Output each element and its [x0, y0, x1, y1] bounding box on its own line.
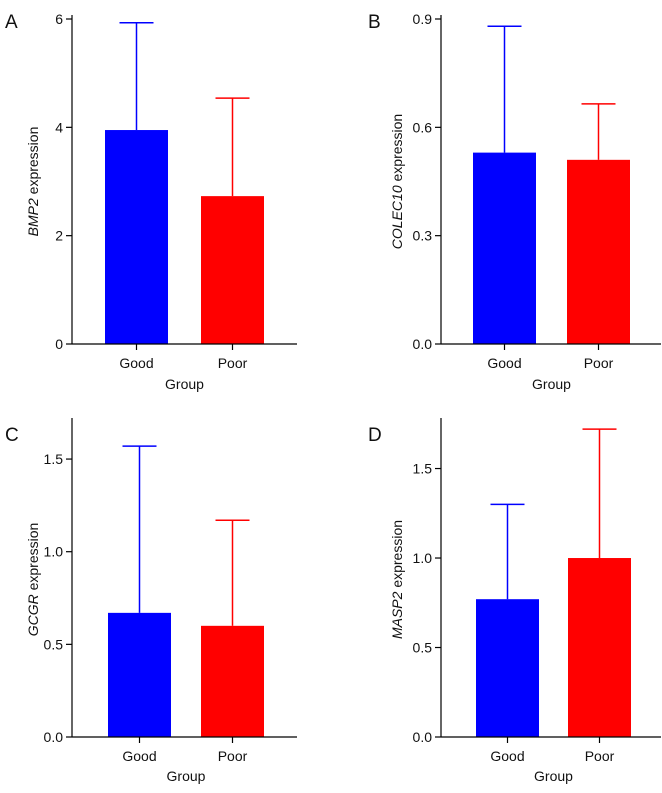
y-axis-title: MASP2 expression	[389, 520, 405, 639]
bar-poor	[567, 159, 630, 344]
bar-good	[105, 130, 168, 344]
y-tick-label: 0.0	[413, 729, 433, 745]
y-tick-label: 1.0	[44, 544, 64, 560]
x-tick-label-good: Good	[490, 748, 524, 764]
y-axis-suffix: expression	[389, 114, 405, 186]
panel-letter-c: C	[5, 425, 19, 446]
y-tick-label: 0.3	[413, 228, 433, 244]
y-tick-label: 0.6	[413, 119, 433, 135]
panel-b: B 0.0 0.3 0.6 0.9 Good Poor Group COLEC10 expres…	[368, 11, 661, 392]
y-axis-suffix: expression	[25, 523, 41, 595]
y-tick-label: 0.0	[44, 729, 64, 745]
y-tick-label: 4	[55, 119, 63, 135]
y-tick-label: 1.5	[44, 451, 64, 467]
panel-letter-b: B	[368, 12, 381, 33]
y-axis-gene: BMP2	[25, 198, 41, 236]
x-tick-label-poor: Poor	[585, 748, 615, 764]
bar-poor	[201, 625, 264, 737]
panel-a: A 0 2 4 6 Good Poor Group BMP2 expression	[5, 11, 297, 392]
x-axis-title: Group	[167, 768, 206, 784]
x-axis-title: Group	[165, 376, 204, 392]
x-tick-label-good: Good	[487, 355, 521, 371]
y-tick-label: 6	[55, 11, 63, 27]
x-tick-label-poor: Poor	[584, 355, 614, 371]
y-tick-label: 0.5	[413, 640, 433, 656]
x-tick-label-good: Good	[122, 748, 156, 764]
x-axis-title: Group	[534, 768, 573, 784]
bar-good	[473, 152, 536, 344]
bar-good	[476, 599, 539, 737]
bar-poor	[201, 196, 264, 344]
x-tick-label-good: Good	[119, 355, 153, 371]
panel-d: D 0.0 0.5 1.0 1.5 Good Poor Group MASP2 expressi…	[368, 418, 661, 784]
y-tick-label: 0.9	[413, 11, 433, 27]
panel-c: C 0.0 0.5 1.0 1.5 Good Poor Group GCGR expressio…	[5, 418, 297, 784]
y-tick-label: 0.0	[413, 336, 433, 352]
bar-poor	[568, 558, 631, 737]
y-axis-suffix: expression	[389, 520, 405, 592]
x-axis-title: Group	[532, 376, 571, 392]
panel-letter-d: D	[368, 425, 382, 446]
x-tick-label-poor: Poor	[218, 748, 248, 764]
y-axis-title: COLEC10 expression	[389, 114, 405, 249]
y-axis-title: BMP2 expression	[25, 127, 41, 237]
bar-good	[108, 612, 171, 737]
y-tick-label: 0	[55, 336, 63, 352]
y-axis-gene: MASP2	[389, 591, 405, 639]
y-tick-label: 0.5	[44, 636, 64, 652]
y-axis-gene: GCGR	[25, 594, 41, 636]
y-tick-label: 1.0	[413, 550, 433, 566]
x-tick-label-poor: Poor	[218, 355, 248, 371]
y-axis-gene: COLEC10	[389, 185, 405, 249]
y-axis-suffix: expression	[25, 127, 41, 199]
y-axis-title: GCGR expression	[25, 523, 41, 637]
panel-letter-a: A	[5, 12, 18, 33]
y-tick-label: 1.5	[413, 461, 433, 477]
y-tick-label: 2	[55, 228, 63, 244]
